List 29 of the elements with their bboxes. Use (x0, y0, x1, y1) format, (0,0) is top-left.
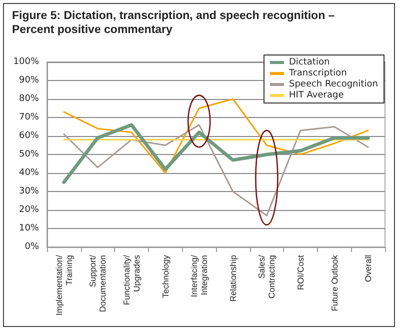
x-tick-label: Technology (160, 254, 170, 298)
y-tick-label: 60% (18, 131, 40, 141)
x-tick-label: Support/ Documentation (88, 254, 108, 312)
x-tick-label: Implementation/ Training (54, 254, 74, 316)
y-tick-label: 10% (18, 224, 40, 234)
line-series (62, 123, 370, 184)
x-tick-label: Functionality/ Upgrades (122, 254, 142, 306)
x-tick-label: Sales/ Contracting (256, 254, 277, 298)
legend-label: HIT Average (288, 90, 344, 100)
legend-label: Dictation (288, 58, 330, 68)
y-tick-label: 30% (18, 186, 40, 196)
y-tick-label: 40% (18, 168, 40, 178)
line-series (63, 98, 369, 174)
x-tick-label: Relationship (228, 254, 238, 302)
x-tick-label: Overall (363, 254, 374, 282)
legend-label: Speech Recognition (288, 80, 378, 90)
y-tick-label: 70% (18, 112, 40, 122)
x-tick-label: Interfacing/ Integration (189, 254, 210, 298)
y-tick-label: 90% (18, 76, 40, 86)
x-tick-label: ROI/Cost (296, 254, 306, 290)
legend-label: Transcription (288, 68, 347, 78)
y-tick-label: 100% (13, 57, 40, 67)
y-tick-label: 20% (18, 205, 40, 215)
line-series (63, 124, 369, 216)
chart-title: Figure 5: Dictation, transcription, and speech recognition – Percent positive commentary (12, 9, 336, 37)
y-tick-label: 80% (18, 94, 40, 104)
x-tick-label: Future Outlook (329, 254, 340, 312)
y-tick-label: 50% (18, 150, 40, 160)
y-tick-label: 0% (24, 242, 40, 252)
